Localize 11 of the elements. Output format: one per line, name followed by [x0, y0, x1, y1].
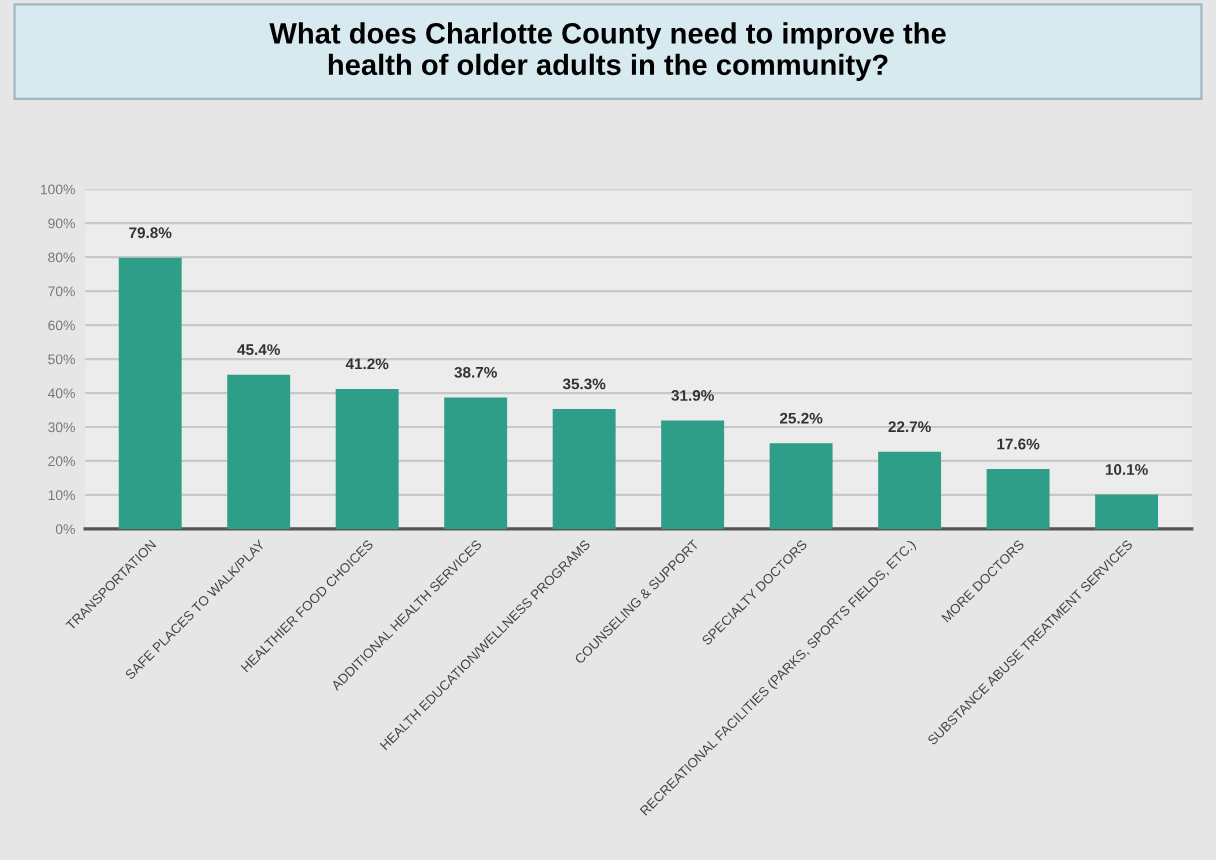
bar — [227, 374, 291, 529]
bar — [118, 257, 182, 529]
bar — [335, 388, 399, 529]
bar — [1095, 494, 1159, 529]
bar — [552, 408, 616, 529]
bar — [769, 443, 833, 529]
bar — [661, 420, 725, 529]
bar — [986, 469, 1050, 529]
chart-title: What does Charlotte County need to improve the health of older adults in the community? — [269, 22, 946, 81]
bar — [444, 397, 508, 529]
bar — [878, 451, 942, 529]
